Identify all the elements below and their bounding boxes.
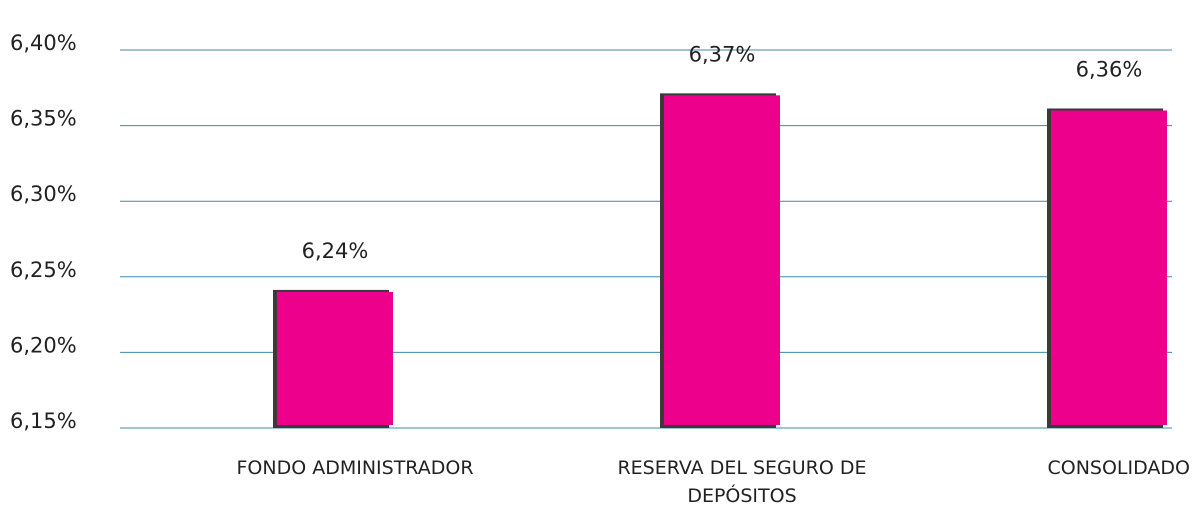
y-tick-label: 6,30% bbox=[10, 182, 77, 206]
y-tick-label: 6,15% bbox=[10, 409, 77, 433]
bar bbox=[277, 291, 393, 425]
y-tick-label: 6,20% bbox=[10, 333, 77, 357]
value-label: 6,37% bbox=[689, 42, 756, 66]
y-tick-label: 6,25% bbox=[10, 258, 77, 282]
value-label: 6,36% bbox=[1076, 57, 1143, 81]
x-tick-label: CONSOLIDADO bbox=[1047, 457, 1190, 479]
bar bbox=[1051, 110, 1167, 425]
x-tick-label: FONDO ADMINISTRADOR bbox=[236, 457, 474, 479]
y-tick-label: 6,40% bbox=[10, 31, 77, 55]
value-label: 6,24% bbox=[302, 239, 369, 263]
bar bbox=[664, 95, 780, 426]
y-tick-label: 6,35% bbox=[10, 107, 77, 131]
x-tick-label: RESERVA DEL SEGURO DE DEPÓSITOS bbox=[617, 457, 867, 507]
